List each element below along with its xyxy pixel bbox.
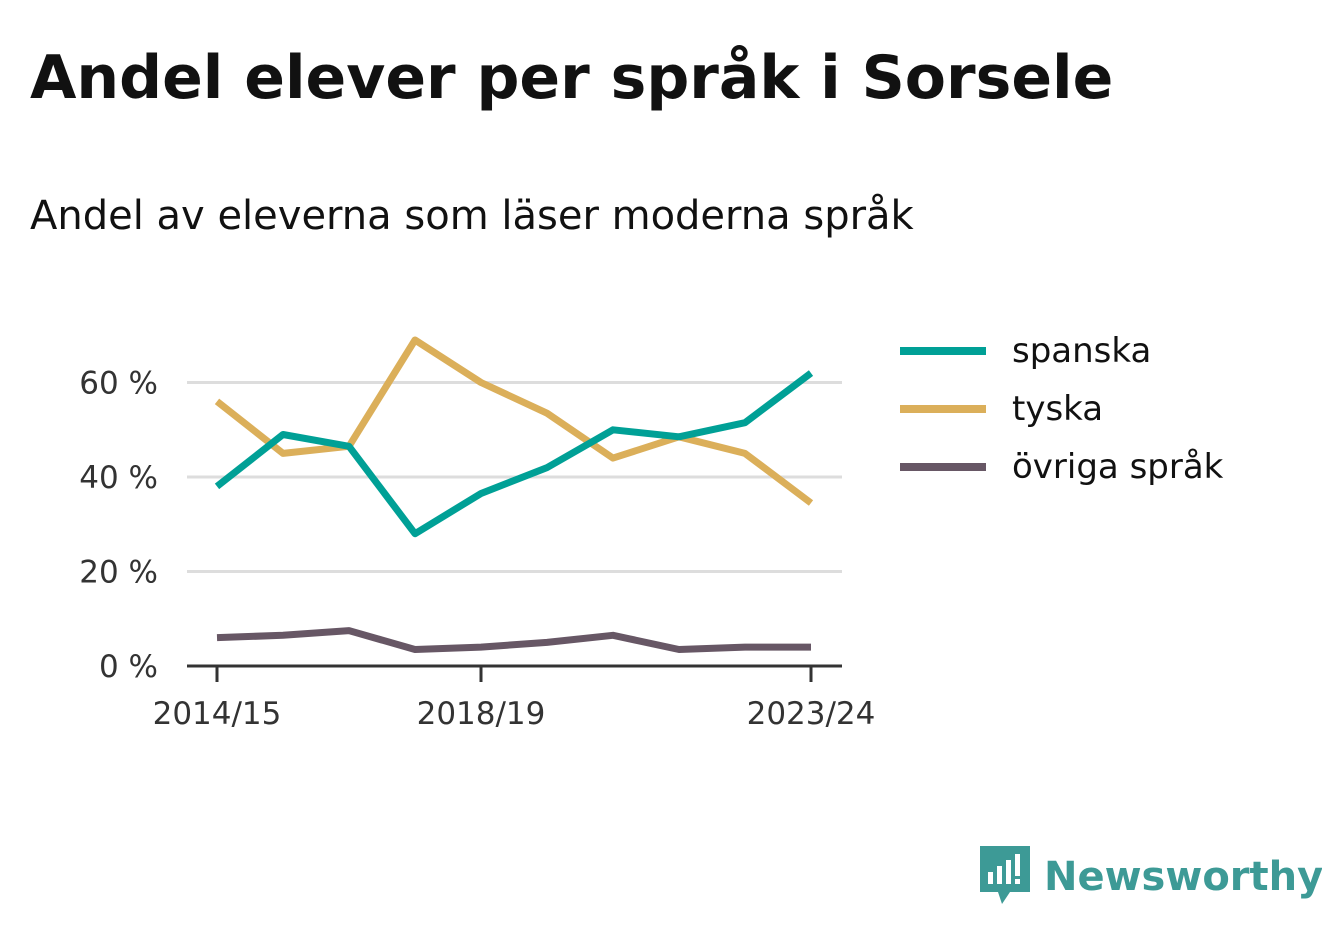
y-tick-label: 0 % — [99, 649, 158, 685]
legend: spanska tyska övriga språk — [900, 322, 1223, 496]
legend-item: övriga språk — [900, 438, 1223, 496]
chart-title: Andel elever per språk i Sorsele — [30, 43, 1114, 113]
legend-swatch — [900, 347, 986, 355]
x-tick-label: 2018/19 — [417, 696, 546, 732]
series-line-1 — [214, 336, 814, 506]
legend-swatch — [900, 463, 986, 471]
legend-label: tyska — [1012, 389, 1104, 429]
legend-label: övriga språk — [1012, 447, 1224, 487]
series-lines — [214, 336, 814, 653]
y-tick-label: 60 % — [79, 366, 158, 402]
legend-item: spanska — [900, 322, 1223, 380]
y-tick-label: 20 % — [79, 555, 158, 591]
brand-logo: Newsworthy — [980, 846, 1322, 908]
axes: 0 % 20 % 40 % 60 % 2014/15 2018/19 2023/24 — [79, 366, 875, 733]
y-tick-label: 40 % — [79, 460, 158, 496]
series-line-0 — [214, 370, 814, 538]
newsworthy-logo-icon — [980, 846, 1030, 904]
series-line-2 — [216, 627, 811, 653]
brand-name: Newsworthy — [1044, 854, 1322, 900]
x-tick-label: 2023/24 — [747, 696, 876, 732]
legend-swatch — [900, 405, 986, 413]
legend-item: tyska — [900, 380, 1223, 438]
x-tick-label: 2014/15 — [153, 696, 282, 732]
chart-subtitle: Andel av eleverna som läser moderna språ… — [30, 193, 914, 239]
legend-label: spanska — [1012, 331, 1152, 371]
